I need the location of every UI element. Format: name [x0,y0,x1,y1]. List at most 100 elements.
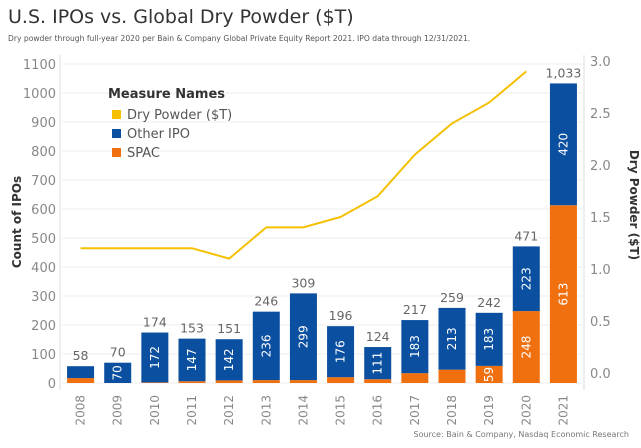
bar-label-other-ipo: 213 [445,327,459,350]
y-axis-title: Count of IPOs [10,176,24,268]
total-label: 70 [110,345,126,360]
legend-swatch [112,110,121,119]
legend-swatch [112,148,121,157]
bar-spac [289,380,317,383]
bar-other-ipo [178,338,206,382]
bar-other-ipo [215,339,243,381]
y-tick-label: 700 [31,174,56,189]
y2-axis-title: Dry Powder ($T) [627,150,641,260]
total-label: 174 [143,315,167,330]
total-label: 151 [217,321,241,336]
legend-swatch [112,129,121,138]
bar-other-ipo [438,307,466,370]
x-tick-label: 2011 [185,395,199,426]
bar-label-other-ipo: 147 [185,348,199,371]
x-tick-label: 2018 [445,395,459,426]
bar-other-ipo [475,312,503,366]
x-tick-label: 2016 [371,395,385,426]
x-tick-label: 2015 [334,395,348,426]
x-tick-label: 2013 [259,395,273,426]
y2-tick-label: 2.0 [590,159,611,174]
y2-tick-label: 1.5 [590,211,611,226]
total-label: 153 [180,321,204,336]
y-tick-label: 800 [31,145,56,160]
legend-label: Dry Powder ($T) [127,108,232,123]
total-label: 58 [73,348,89,363]
legend-label: Other IPO [127,127,190,142]
x-tick-label: 2019 [482,395,496,426]
y2-tick-label: 1.0 [590,263,611,278]
bar-other-ipo [104,362,132,383]
bar-spac [252,380,280,383]
bar-label-spac: 613 [556,283,570,306]
bar-label-other-ipo: 183 [408,335,422,358]
bar-label-other-ipo: 183 [482,328,496,351]
legend-label: SPAC [127,146,160,161]
bar-spac [178,381,206,383]
y-tick-label: 500 [31,232,56,247]
y-tick-label: 0 [48,377,56,392]
bar-label-other-ipo: 299 [296,325,310,348]
y2-tick-label: 3.0 [590,55,611,70]
dry-powder-line [80,70,527,260]
bar-other-ipo [364,347,392,380]
bar-label-other-ipo: 176 [334,340,348,363]
legend-title: Measure Names [108,87,225,102]
x-tick-label: 2008 [74,395,88,426]
bar-other-ipo [289,293,317,381]
bar-label-other-ipo: 420 [556,133,570,156]
y2-tick-label: 0.5 [590,315,611,330]
chart-subtitle: Dry powder through full-year 2020 per Ba… [8,34,471,43]
bar-spac [438,369,466,383]
bar-spac [549,205,577,383]
bar-spac [512,311,540,383]
total-label: 309 [291,275,315,290]
y-tick-label: 1000 [23,87,56,102]
bar-other-ipo [67,366,95,379]
bar-other-ipo [401,320,429,374]
bar-spac [401,373,429,383]
total-label: 471 [514,228,538,243]
y-tick-label: 300 [31,290,56,305]
x-tick-label: 2012 [222,395,236,426]
bar-label-other-ipo: 111 [371,352,385,375]
y2-tick-label: 2.5 [590,107,611,122]
x-tick-label: 2020 [519,395,533,426]
bar-spac [475,365,503,383]
bar-other-ipo [252,311,280,381]
y-tick-label: 1100 [23,58,56,73]
bar-other-ipo [327,326,355,378]
bar-other-ipo [141,332,169,383]
bar-other-ipo [549,83,577,206]
source-note: Source: Bain & Company, Nasdaq Economic … [413,430,630,439]
total-label: 217 [403,302,427,317]
bar-spac [215,380,243,383]
y2-tick-label: 0.0 [590,367,611,382]
x-tick-label: 2021 [556,395,570,426]
y-tick-label: 900 [31,116,56,131]
y-tick-label: 100 [31,348,56,363]
total-label: 196 [329,308,353,323]
x-tick-label: 2010 [148,395,162,426]
chart-title: U.S. IPOs vs. Global Dry Powder ($T) [8,6,354,28]
bar-label-spac: 59 [482,367,496,382]
y-tick-label: 600 [31,203,56,218]
bar-label-other-ipo: 223 [519,267,533,290]
x-tick-label: 2014 [296,395,310,426]
x-tick-label: 2009 [111,395,125,426]
bar-label-other-ipo: 142 [222,348,236,371]
bar-label-other-ipo: 70 [111,365,125,380]
total-label: 124 [366,329,390,344]
bar-spac [327,377,355,383]
y-tick-label: 400 [31,261,56,276]
total-label: 1,033 [546,65,582,80]
x-tick-label: 2017 [408,395,422,426]
y-tick-label: 200 [31,319,56,334]
total-label: 259 [440,290,464,305]
bar-label-other-ipo: 172 [148,346,162,369]
bar-label-spac: 248 [519,336,533,359]
bar-label-other-ipo: 236 [259,334,273,357]
total-label: 242 [477,295,501,310]
